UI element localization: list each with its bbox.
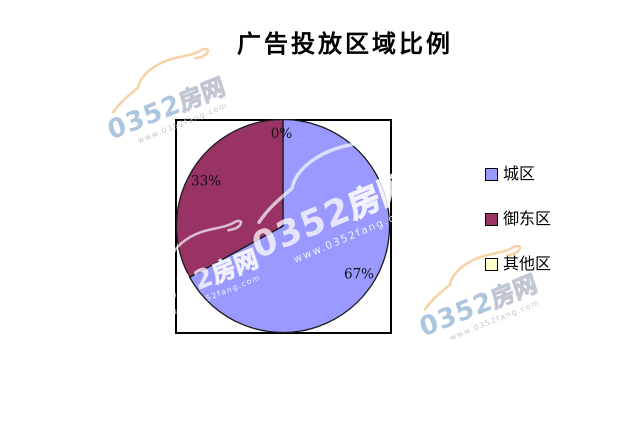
legend: 城区 御东区 其他区 [485,164,552,302]
legend-swatch-chengqu [485,167,498,181]
pie-chart: 67% 33% 0% [175,119,391,334]
legend-item-qitaqu: 其他区 [485,254,552,273]
legend-label-chengqu: 城区 [503,164,536,183]
slice-label-yudongqu: 33% [191,174,221,190]
legend-item-chengqu: 城区 [485,164,551,183]
legend-swatch-qitaqu [485,257,498,271]
watermark-number: 0352 [103,88,185,147]
legend-label-yudongqu: 御东区 [503,209,552,228]
slice-label-qitaqu: 0% [271,126,293,142]
watermark-url: www.0352fang.com [448,298,542,343]
legend-item-yudongqu: 御东区 [485,209,552,228]
watermark-cjk: 房网 [175,72,229,118]
slice-label-chengqu: 67% [344,267,374,283]
legend-swatch-yudongqu [485,212,498,226]
legend-label-qitaqu: 其他区 [503,254,552,273]
chart-title: 广告投放区域比例 [237,29,453,58]
